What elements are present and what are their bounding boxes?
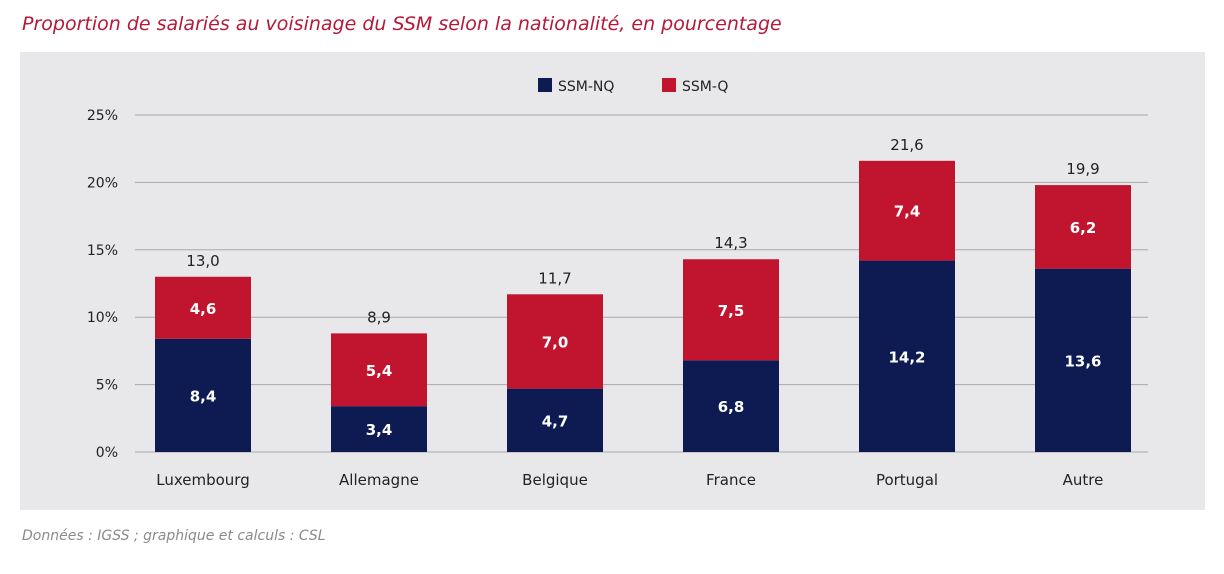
chart-title: Proportion de salariés au voisinage du S… — [22, 13, 782, 35]
legend-label: SSM-NQ — [558, 79, 614, 95]
bar-total-label: 11,7 — [538, 269, 571, 287]
x-tick-label: Allemagne — [339, 471, 419, 489]
bar-segment-ssm-q — [331, 333, 427, 407]
bar-value-label: 7,5 — [718, 302, 745, 320]
bar-value-label: 4,7 — [542, 412, 569, 430]
bar-segment-ssm-nq — [155, 338, 251, 452]
bar-value-label: 8,4 — [190, 387, 217, 405]
y-tick-label: 5% — [96, 378, 118, 394]
legend-label: SSM-Q — [682, 79, 728, 95]
y-tick-label: 20% — [87, 175, 118, 191]
bar-segment-ssm-nq — [331, 406, 427, 452]
bar-total-label: 19,9 — [1066, 160, 1099, 178]
bar-value-label: 3,4 — [366, 421, 393, 439]
bar-segment-ssm-nq — [683, 360, 779, 452]
bar-value-label: 6,2 — [1070, 219, 1097, 237]
bar-value-label: 7,4 — [894, 203, 921, 221]
bar-segment-ssm-q — [859, 160, 955, 261]
x-tick-label: Portugal — [876, 471, 938, 489]
bar-total-label: 21,6 — [890, 136, 923, 154]
x-tick-label: France — [706, 471, 756, 489]
y-tick-label: 25% — [87, 108, 118, 124]
source-note: Données : IGSS ; graphique et calculs : … — [22, 528, 326, 544]
bar-total-label: 8,9 — [367, 308, 391, 326]
x-tick-label: Luxembourg — [156, 471, 250, 489]
x-tick-label: Autre — [1063, 471, 1104, 489]
bar-value-label: 4,6 — [190, 300, 217, 318]
bar-total-label: 13,0 — [186, 252, 219, 270]
bar-segment-ssm-q — [683, 259, 779, 361]
y-tick-label: 15% — [87, 243, 118, 259]
bar-value-label: 14,2 — [888, 348, 925, 366]
bar-segment-ssm-nq — [859, 260, 955, 452]
bar-segment-ssm-q — [1035, 185, 1131, 269]
bar-segment-ssm-nq — [507, 388, 603, 452]
bar-value-label: 13,6 — [1064, 352, 1101, 370]
bar-value-label: 7,0 — [542, 333, 569, 351]
bar-segment-ssm-q — [507, 294, 603, 389]
bar-total-label: 14,3 — [714, 234, 747, 252]
y-tick-label: 0% — [96, 445, 118, 461]
bar-value-label: 6,8 — [718, 398, 745, 416]
legend-swatch — [538, 78, 552, 92]
bar-segment-ssm-nq — [1035, 268, 1131, 452]
bar-segment-ssm-q — [155, 276, 251, 339]
bar-value-label: 5,4 — [366, 362, 393, 380]
y-tick-label: 10% — [87, 310, 118, 326]
legend-swatch — [662, 78, 676, 92]
x-tick-label: Belgique — [522, 471, 588, 489]
